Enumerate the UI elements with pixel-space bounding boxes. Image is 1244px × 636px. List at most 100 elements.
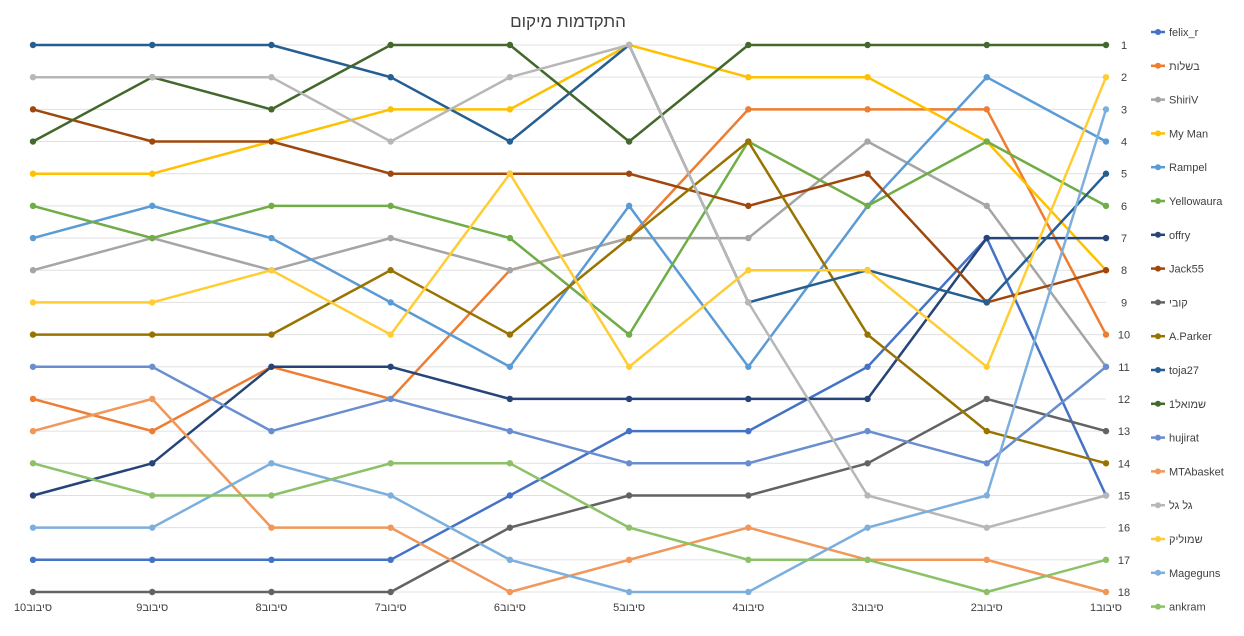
data-point — [983, 524, 990, 531]
legend-label: ShiriV — [1169, 95, 1199, 107]
data-point — [625, 427, 633, 435]
data-point — [387, 41, 394, 49]
data-point — [1102, 106, 1110, 113]
data-point — [149, 588, 156, 596]
x-axis-ticks: סיבוב1 סיבוב2 סיבוב3 סיבוב4 סיבוב5 סיבוב6 סיבו… — [14, 602, 1122, 614]
legend-label: בשלות — [1169, 60, 1200, 73]
legend-item: A.Parker — [1151, 331, 1212, 343]
data-point — [864, 106, 871, 113]
x-tick-label: סיבוב1 — [1090, 602, 1122, 614]
legend-swatch-marker — [1155, 62, 1161, 69]
data-point — [268, 106, 275, 113]
data-point — [506, 267, 514, 274]
legend-swatch-marker — [1155, 130, 1161, 137]
data-point — [625, 524, 633, 531]
legend-label: שמואל1 — [1169, 398, 1206, 411]
data-point — [387, 395, 394, 403]
data-point — [1102, 138, 1110, 145]
legend-item: MTAbasket — [1151, 466, 1224, 478]
data-point — [268, 73, 275, 81]
data-point — [268, 460, 275, 467]
legend-label: גל גל — [1169, 499, 1193, 512]
series-15 — [29, 73, 1110, 370]
data-point — [29, 202, 37, 210]
x-tick-label: סיבוב8 — [255, 602, 287, 614]
y-tick-label: 10 — [1118, 330, 1130, 342]
data-point — [983, 73, 990, 81]
data-point — [387, 138, 394, 145]
data-point — [387, 73, 394, 81]
data-point — [149, 234, 156, 242]
data-point — [29, 73, 37, 81]
y-tick-label: 17 — [1118, 555, 1130, 567]
data-point — [625, 460, 633, 467]
series-9 — [29, 138, 1110, 467]
data-point — [387, 234, 394, 242]
data-point — [506, 106, 514, 113]
data-point — [149, 202, 156, 210]
legend-swatch-marker — [1155, 434, 1161, 441]
y-tick-label: 18 — [1118, 587, 1130, 599]
y-tick-label: 4 — [1121, 137, 1127, 149]
data-point — [864, 363, 871, 370]
data-point — [864, 492, 871, 499]
legend-label: Mageguns — [1169, 568, 1221, 580]
series-line — [31, 397, 1108, 594]
x-tick-label: סיבוב9 — [136, 602, 168, 614]
data-point — [625, 556, 633, 564]
data-point — [864, 395, 871, 403]
data-point — [983, 299, 990, 306]
series-line — [31, 236, 1108, 562]
legend-swatch-marker — [1155, 468, 1161, 475]
data-point — [983, 202, 990, 210]
data-point — [29, 395, 37, 403]
y-tick-label: 13 — [1118, 426, 1130, 438]
data-point — [268, 427, 275, 435]
legend-swatch-marker — [1155, 265, 1161, 272]
legend-item: גל גל — [1151, 499, 1193, 512]
x-tick-label: סיבוב4 — [732, 602, 764, 614]
data-point — [387, 106, 394, 113]
legend-label: toja27 — [1169, 365, 1199, 377]
data-point — [983, 492, 990, 499]
data-point — [983, 234, 990, 242]
data-point — [268, 41, 275, 49]
data-point — [506, 363, 514, 370]
data-point — [625, 363, 633, 370]
data-point — [1102, 492, 1110, 499]
data-point — [864, 460, 871, 467]
legend-item: Mageguns — [1151, 568, 1221, 580]
data-point — [625, 395, 633, 403]
legend-swatch-marker — [1155, 231, 1161, 238]
data-point — [387, 524, 394, 531]
data-point — [506, 460, 514, 467]
data-point — [29, 138, 37, 145]
data-point — [387, 492, 394, 499]
data-point — [625, 234, 633, 242]
data-point — [268, 588, 275, 596]
legend-swatch-marker — [1155, 29, 1161, 35]
data-point — [506, 138, 514, 145]
data-point — [1102, 427, 1110, 435]
data-point — [506, 492, 514, 499]
data-point — [1102, 234, 1110, 242]
series-line — [31, 43, 1108, 272]
data-point — [1102, 73, 1110, 81]
legend-swatch-marker — [1155, 198, 1161, 204]
data-point — [149, 138, 156, 145]
data-point — [29, 588, 37, 596]
data-point — [864, 202, 871, 210]
data-point — [625, 41, 633, 49]
series-line — [31, 140, 1108, 465]
legend-item: felix_r — [1151, 27, 1199, 39]
data-point — [149, 73, 156, 81]
data-point — [1102, 331, 1110, 338]
legend-label: Rampel — [1169, 162, 1207, 174]
data-point — [745, 106, 752, 113]
legend-label: שמוליק — [1169, 533, 1203, 546]
legend-item: Jack55 — [1151, 264, 1204, 276]
data-point — [387, 460, 394, 467]
data-point — [983, 556, 990, 564]
legend-item: offry — [1151, 230, 1191, 242]
